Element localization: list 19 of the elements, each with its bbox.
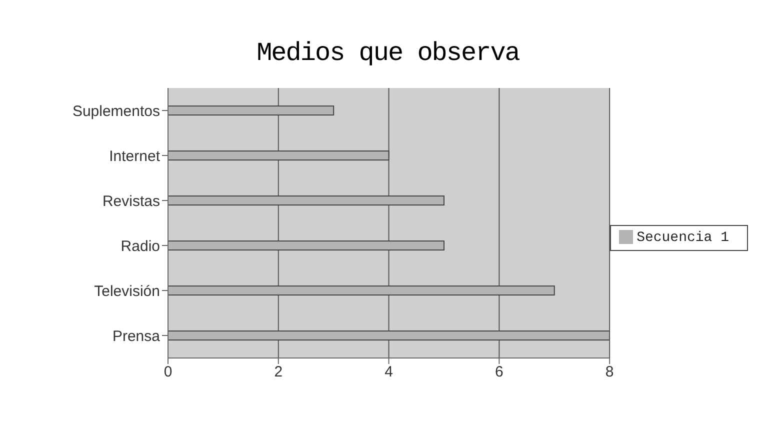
y-tick-label: Revistas [102,192,160,210]
y-tick-label: Internet [109,148,161,165]
x-tick-label: 0 [164,364,172,381]
bar [168,150,390,160]
x-tick-label: 2 [274,364,283,381]
bar [168,286,555,296]
bar [168,240,444,250]
x-tick-label: 4 [384,364,393,381]
bar [168,330,610,340]
y-tick-label: Televisión [94,282,160,300]
y-tick-label: Suplementos [72,102,160,120]
bar [168,106,334,116]
legend-label: Secuencia 1 [636,230,729,246]
y-tick-label: Radio [120,238,160,255]
y-tick-label: Prensa [112,328,161,345]
x-tick-label: 8 [605,364,614,381]
chart-title: Medios que observa [256,37,520,70]
x-tick-label: 6 [495,364,504,381]
bar [168,196,444,206]
